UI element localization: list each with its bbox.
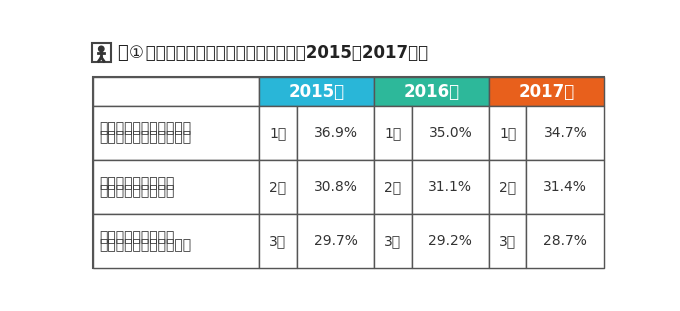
Text: 1位: 1位 (384, 126, 402, 140)
Bar (374, 77, 490, 106)
Bar (490, 160, 526, 214)
Text: 2位: 2位 (269, 180, 286, 194)
Text: 34.7%: 34.7% (543, 126, 588, 140)
Text: 1位: 1位 (499, 126, 517, 140)
Text: 道具として使いたい: 道具として使いたい (99, 184, 174, 198)
Bar (259, 214, 296, 268)
Text: 表: 表 (117, 44, 128, 63)
Text: 2016年: 2016年 (404, 83, 460, 100)
Text: ①: ① (129, 44, 143, 63)
Bar (526, 106, 605, 160)
Text: 31.4%: 31.4% (543, 180, 588, 194)
Bar (296, 106, 374, 160)
Bar (296, 160, 374, 214)
Bar (411, 214, 490, 268)
Bar (526, 160, 605, 214)
Text: 2位: 2位 (499, 180, 516, 194)
Text: 移動手段として使いたい: 移動手段として使いたい (99, 130, 191, 144)
Text: 28.7%: 28.7% (543, 234, 588, 248)
Text: 3位: 3位 (384, 234, 401, 248)
Bar (92, 160, 259, 214)
Bar (92, 77, 605, 268)
Bar (259, 77, 374, 106)
Bar (411, 160, 490, 214)
Bar (259, 106, 296, 160)
Bar (92, 44, 111, 62)
Bar (374, 160, 411, 214)
Bar (92, 106, 259, 160)
Bar (490, 106, 526, 160)
Bar (92, 214, 259, 268)
Bar (92, 77, 259, 106)
Text: 1位: 1位 (269, 126, 286, 140)
Circle shape (99, 46, 104, 52)
Bar (490, 214, 526, 268)
Bar (259, 160, 296, 214)
Text: 2位: 2位 (384, 180, 401, 194)
Text: 2017年: 2017年 (519, 83, 575, 100)
Text: 35.0%: 35.0% (428, 126, 473, 140)
Text: 時刻表に縛られない: 時刻表に縛られない (99, 230, 174, 244)
Text: 29.7%: 29.7% (313, 234, 358, 248)
Text: 移動手段として使いたい: 移動手段として使いたい (99, 239, 191, 253)
Text: 31.1%: 31.1% (428, 180, 473, 194)
Bar (490, 77, 605, 106)
Text: 36.9%: 36.9% (313, 126, 358, 140)
Bar (296, 214, 374, 268)
Text: 29.2%: 29.2% (428, 234, 473, 248)
Bar (374, 214, 411, 268)
Text: 3位: 3位 (499, 234, 516, 248)
Text: 3位: 3位 (269, 234, 286, 248)
Text: 理想のクルマの使い方ランキング（2015～2017年）: 理想のクルマの使い方ランキング（2015～2017年） (140, 44, 428, 63)
Text: 早く移動するための: 早く移動するための (99, 176, 174, 190)
Bar (374, 106, 411, 160)
Bar (526, 214, 605, 268)
Text: 気ままに寄り道ができる: 気ままに寄り道ができる (99, 122, 191, 136)
Text: 2015年: 2015年 (289, 83, 345, 100)
Text: 30.8%: 30.8% (313, 180, 358, 194)
Bar (411, 106, 490, 160)
